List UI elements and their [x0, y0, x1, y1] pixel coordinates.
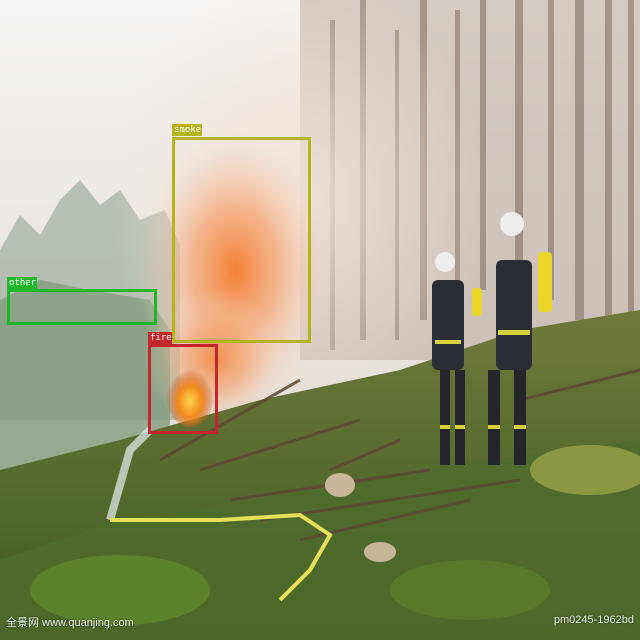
- fire-detection-box: [148, 344, 218, 434]
- other-detection-label: other: [7, 277, 37, 289]
- other-detection-box: [7, 289, 157, 325]
- fire-detection-label: fire: [148, 332, 172, 344]
- watermark-left: 全景网 www.quanjing.com: [6, 617, 134, 629]
- smoke-detection-box: [172, 137, 311, 343]
- watermark-right: pm0245-1962bd: [553, 614, 634, 626]
- smoke-detection-label: smoke: [172, 124, 202, 136]
